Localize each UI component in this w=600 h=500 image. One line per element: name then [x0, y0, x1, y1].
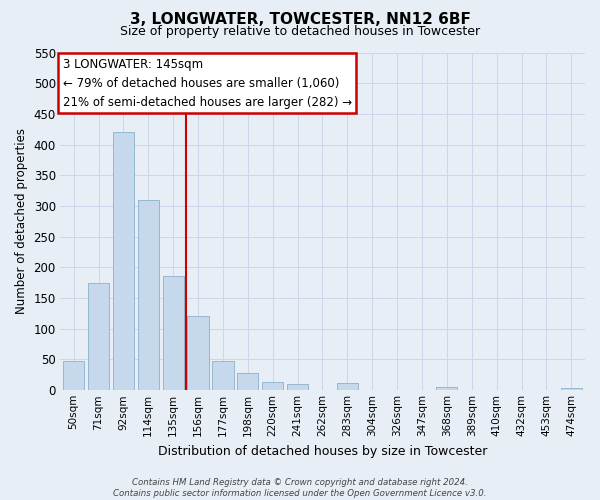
Text: Contains HM Land Registry data © Crown copyright and database right 2024.
Contai: Contains HM Land Registry data © Crown c… [113, 478, 487, 498]
Bar [163, 276, 184, 390]
Bar [113, 132, 134, 390]
Y-axis label: Number of detached properties: Number of detached properties [15, 128, 28, 314]
Bar [88, 282, 109, 390]
Bar [262, 382, 283, 390]
Bar [187, 316, 209, 390]
Bar [237, 374, 259, 390]
Bar [436, 387, 457, 390]
X-axis label: Distribution of detached houses by size in Towcester: Distribution of detached houses by size … [158, 444, 487, 458]
Bar [287, 384, 308, 390]
Bar [212, 361, 233, 390]
Bar [337, 383, 358, 390]
Text: 3, LONGWATER, TOWCESTER, NN12 6BF: 3, LONGWATER, TOWCESTER, NN12 6BF [130, 12, 470, 28]
Bar [138, 200, 159, 390]
Bar [63, 361, 84, 390]
Text: Size of property relative to detached houses in Towcester: Size of property relative to detached ho… [120, 25, 480, 38]
Bar [561, 388, 582, 390]
Text: 3 LONGWATER: 145sqm
← 79% of detached houses are smaller (1,060)
21% of semi-det: 3 LONGWATER: 145sqm ← 79% of detached ho… [62, 58, 352, 108]
